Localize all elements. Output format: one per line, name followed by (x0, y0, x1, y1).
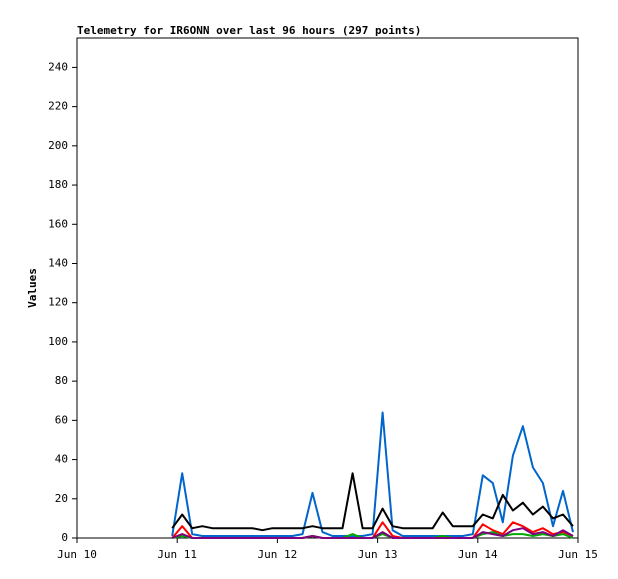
x-tick-label: Jun 13 (358, 548, 398, 561)
y-tick-label: 160 (48, 217, 68, 230)
y-tick-label: 100 (48, 335, 68, 348)
x-tick-label: Jun 11 (157, 548, 197, 561)
y-tick-label: 80 (55, 374, 68, 387)
y-axis-label: Values (26, 268, 39, 308)
y-tick-label: 0 (61, 531, 68, 544)
y-tick-label: 180 (48, 178, 68, 191)
series-line (171, 472, 574, 532)
x-tick-label: Jun 15 (558, 548, 598, 561)
x-tick-label: Jun 14 (458, 548, 498, 561)
x-tick-label: Jun 10 (57, 548, 97, 561)
y-tick-label: 240 (48, 60, 68, 73)
series-line (171, 527, 574, 539)
y-tick-label: 200 (48, 139, 68, 152)
x-tick-label: Jun 12 (258, 548, 298, 561)
y-tick-label: 120 (48, 296, 68, 309)
y-tick-label: 220 (48, 100, 68, 113)
y-tick-label: 20 (55, 492, 68, 505)
y-tick-label: 140 (48, 256, 68, 269)
y-tick-label: 40 (55, 453, 68, 466)
y-tick-label: 60 (55, 413, 68, 426)
chart-title: Telemetry for IR6ONN over last 96 hours … (77, 24, 421, 37)
